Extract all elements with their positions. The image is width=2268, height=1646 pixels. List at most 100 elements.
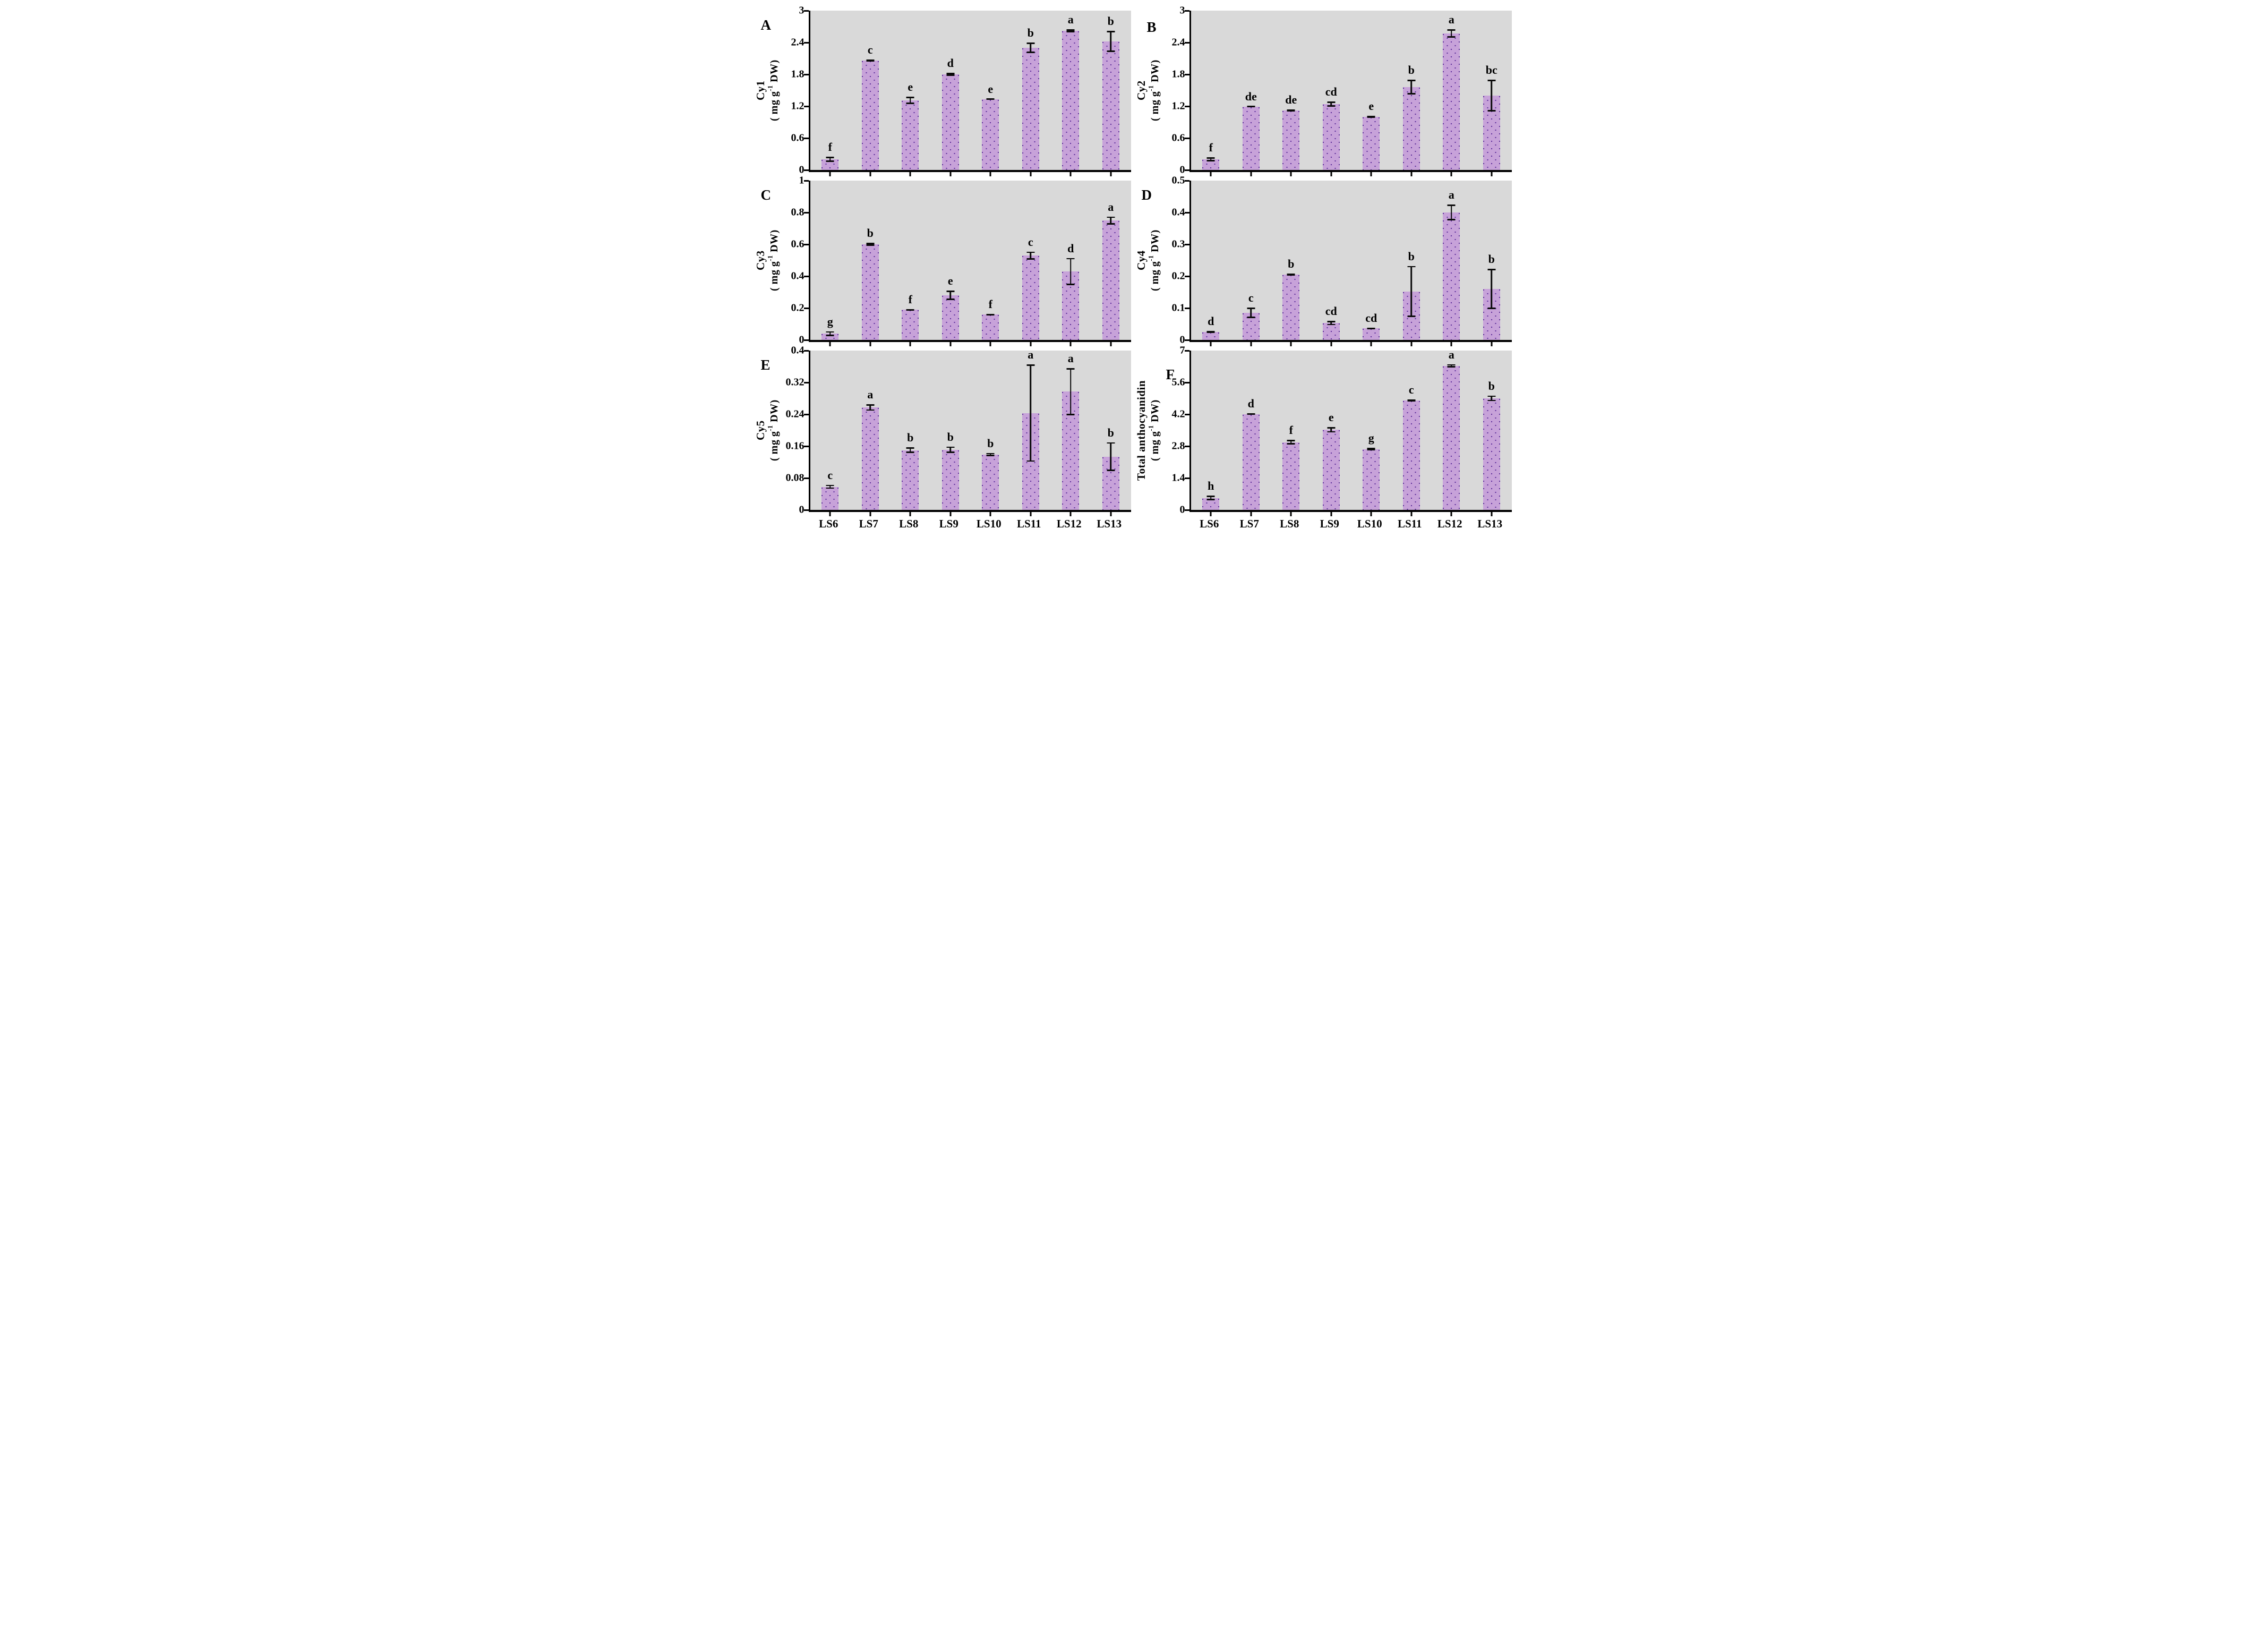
error-bar-cap: [826, 331, 834, 333]
x-tick-mark: [1491, 512, 1493, 516]
error-bar: [826, 331, 834, 336]
x-tick-mark: [949, 512, 952, 516]
significance-letter: f: [1209, 141, 1213, 154]
significance-letter: f: [988, 297, 992, 311]
error-bar-line: [1491, 80, 1493, 112]
bar-ls8: [902, 450, 919, 510]
error-bar-cap: [946, 299, 955, 300]
significance-letter: b: [1408, 249, 1415, 263]
error-bar: [1487, 80, 1496, 112]
error-bar-cap: [1487, 395, 1496, 397]
significance-letter: e: [1328, 411, 1334, 424]
bar-ls8: [902, 100, 919, 170]
y-tick-mark: [803, 137, 809, 139]
error-bar-line: [1410, 266, 1413, 317]
error-bar-line: [1030, 42, 1032, 53]
x-tick-mark: [1210, 172, 1212, 176]
x-tick-label-ls10: LS10: [1357, 517, 1382, 530]
y-axis-tick-labels: 0 0.08 0.16 0.24 0.32 0.4: [782, 345, 809, 516]
x-tick-mark: [1290, 512, 1292, 516]
y-axis-title-name: Cy2: [1134, 80, 1148, 100]
significance-letter: d: [1067, 241, 1074, 255]
error-bar-cap: [1407, 266, 1416, 268]
y-tick-mark: [1184, 105, 1189, 107]
error-bar: [906, 97, 914, 104]
error-bar-line: [1069, 29, 1072, 32]
error-bar-cap: [1327, 105, 1336, 107]
error-bar-line: [1030, 251, 1032, 260]
significance-letter: a: [1448, 188, 1454, 201]
error-bar-cap: [1487, 399, 1496, 402]
error-bar: [1066, 29, 1075, 32]
error-bar-cap: [946, 451, 955, 453]
plot-area: f c e d e b a b: [803, 10, 1131, 176]
error-bar: [1407, 266, 1416, 317]
panel-letter: C: [760, 187, 772, 203]
chart-panel-e: E Cy5( mg g-1 DW) 0 0.08 0.16 0.24 0.32 0.4 c a b b…: [754, 343, 1133, 533]
x-tick-mark: [829, 342, 831, 346]
significance-letter: b: [947, 430, 954, 444]
panel-letter: A: [760, 17, 772, 33]
y-tick-mark: [803, 243, 809, 245]
y-axis-title-name: Cy1: [754, 80, 767, 100]
bar-ls7: [1242, 414, 1260, 510]
error-bar-cap: [1107, 216, 1115, 218]
error-bar-cap: [1026, 42, 1035, 44]
x-tick-label-ls11: LS11: [1016, 517, 1041, 530]
x-tick-mark: [949, 172, 952, 176]
y-tick-label: 3: [799, 4, 805, 16]
error-bar-cap: [1206, 331, 1215, 333]
error-bar-line: [1450, 364, 1452, 368]
x-tick-mark: [1069, 172, 1072, 176]
error-bar-cap: [1066, 368, 1075, 370]
error-bar: [1367, 328, 1375, 329]
error-bar-cap: [866, 60, 875, 62]
plot-area: h d f e g c a b: [1184, 347, 1512, 516]
significance-letter: cd: [1365, 311, 1377, 325]
error-bar-cap: [946, 73, 955, 74]
error-bar-cap: [1447, 204, 1456, 206]
error-bar: [1066, 258, 1075, 285]
y-tick-mark: [803, 73, 809, 75]
y-tick-label: 0.8: [791, 206, 805, 218]
chart-panel-b: B Cy2( mg g-1 DW) 0 0.6 1.2 1.8 2.4 3 f de de cd e b a…: [1134, 3, 1514, 176]
error-bar-cap: [1107, 31, 1115, 32]
error-bar-cap: [866, 243, 875, 244]
x-tick-mark: [829, 172, 831, 176]
y-tick-mark: [803, 275, 809, 277]
y-tick-mark: [1184, 413, 1189, 415]
y-tick-label: 0.6: [1171, 132, 1185, 144]
error-bar-cap: [1287, 274, 1295, 276]
x-tick-mark: [1030, 342, 1032, 346]
x-tick-label-ls9: LS9: [1320, 517, 1339, 530]
bar-ls12: [1062, 391, 1080, 510]
error-bar-line: [1069, 368, 1072, 415]
error-bar-cap: [1447, 364, 1456, 366]
significance-letter: a: [1448, 347, 1454, 361]
bar-ls6: [821, 487, 839, 510]
y-tick-label: 0.6: [791, 238, 805, 250]
error-bar: [1287, 440, 1295, 445]
x-tick-mark: [1491, 342, 1493, 346]
y-tick-mark: [803, 169, 809, 171]
y-tick-label: 1: [799, 174, 805, 186]
error-bar-cap: [1206, 499, 1215, 500]
error-bar: [946, 446, 955, 453]
error-bar-cap: [1447, 366, 1456, 368]
y-tick-mark: [1184, 169, 1189, 171]
error-bar-line: [1450, 29, 1452, 38]
error-bar-cap: [826, 484, 834, 487]
x-tick-mark: [989, 512, 991, 516]
y-axis-title: Cy4( mg g-1 DW): [1135, 181, 1163, 340]
y-axis-title-name: Total anthocyanidin: [1134, 380, 1148, 481]
error-bar: [826, 484, 834, 489]
error-bar: [946, 73, 955, 76]
x-tick-mark: [949, 342, 952, 346]
chart-panel-f: F Total anthocyanidin( mg g-1 DW) 0 1.4 2.8 4…: [1135, 343, 1514, 533]
y-tick-mark: [1184, 73, 1189, 75]
significance-letter: a: [1067, 13, 1074, 26]
error-bar: [1107, 216, 1115, 225]
y-tick-mark: [803, 445, 809, 447]
x-axis-labels: LS6 LS7 LS8 LS9 LS10 LS11 LS12 LS13: [1189, 512, 1510, 533]
y-tick-mark: [1184, 211, 1189, 214]
